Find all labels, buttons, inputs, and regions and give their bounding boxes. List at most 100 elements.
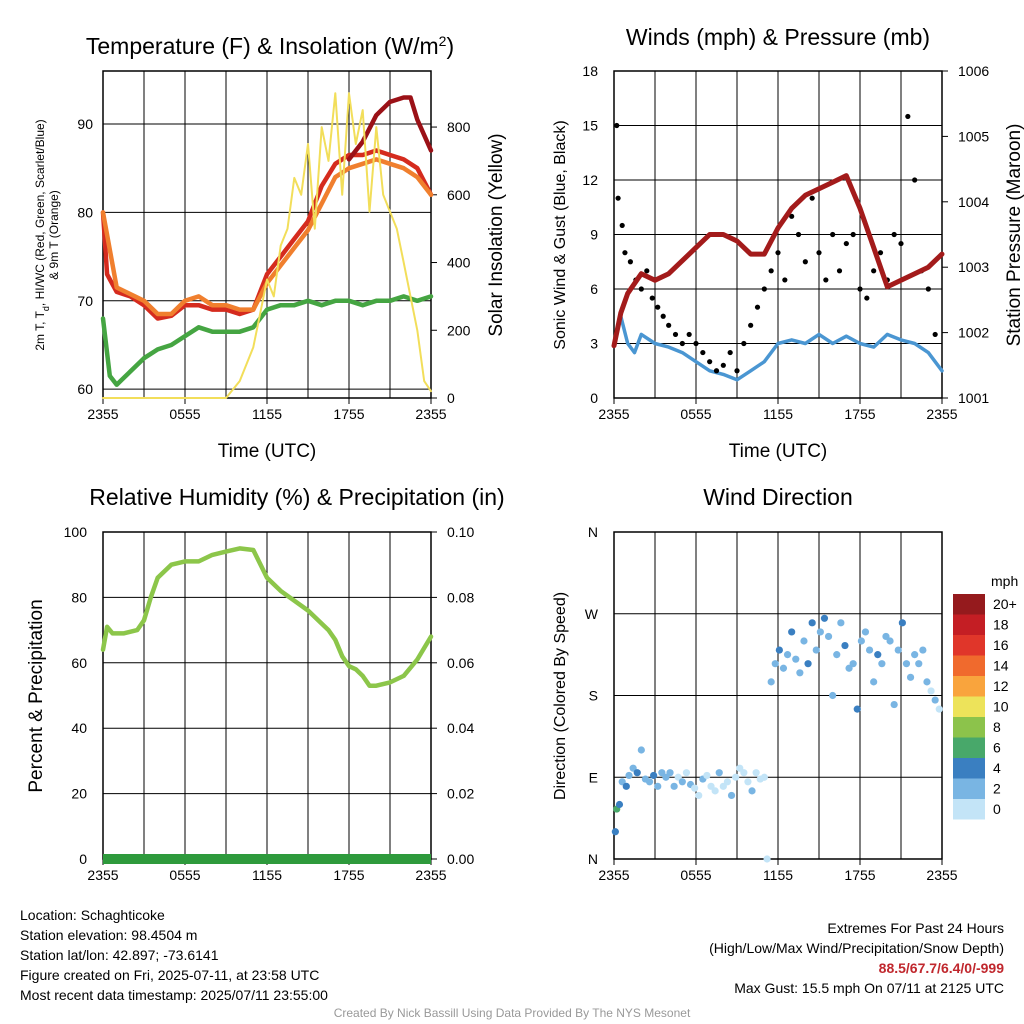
direction-point — [923, 678, 931, 686]
gust-point — [713, 368, 720, 374]
y-tick-label: 100 — [64, 524, 88, 540]
y2-tick-label: 0.00 — [447, 851, 474, 867]
y-tick-label: 18 — [582, 63, 598, 79]
chart-title: Wind Direction — [703, 484, 853, 510]
y-tick-label: 9 — [590, 227, 598, 243]
colorbar-label: 20+ — [993, 596, 1017, 612]
x-axis-label: Time (UTC) — [218, 441, 317, 462]
gust-point — [802, 259, 808, 265]
direction-point — [808, 619, 816, 627]
direction-point — [767, 678, 775, 686]
y2-tick-label: 800 — [447, 119, 471, 135]
y-tick-label: 15 — [582, 118, 598, 134]
gust-point — [649, 295, 655, 301]
direction-point — [853, 705, 861, 713]
colorbar-swatch — [953, 614, 985, 635]
direction-point — [611, 828, 619, 836]
direction-point — [650, 771, 658, 780]
colorbar-label: 10 — [993, 699, 1009, 715]
series-temp9m — [100, 157, 434, 317]
gust-point — [768, 268, 774, 274]
y-axis-label: 2m T, Td, HI/WC (Red, Green, Scarlet/Blu… — [33, 119, 51, 350]
direction-point — [723, 778, 732, 786]
x-tick-label: 2355 — [87, 406, 118, 422]
gust-point — [850, 231, 856, 238]
y2-tick-label: 0 — [447, 390, 455, 406]
direction-point — [800, 637, 808, 645]
colorbar-label: 14 — [993, 658, 1009, 674]
direction-point — [931, 696, 939, 704]
gust-point — [741, 340, 747, 347]
direction-point — [812, 646, 820, 654]
x-axis-label: Time (UTC) — [729, 441, 828, 462]
latlon-text: Station lat/lon: 42.897; -73.6141 — [20, 947, 219, 963]
gust-point — [655, 304, 661, 310]
series-pressure — [611, 173, 945, 349]
direction-point — [792, 655, 800, 663]
extremes-title: Extremes For Past 24 Hours — [827, 920, 1004, 936]
direction-point — [906, 673, 915, 681]
gust-point — [627, 259, 634, 265]
y-tick-label: 6 — [590, 281, 598, 297]
direction-point — [779, 664, 788, 672]
gust-point — [638, 286, 644, 292]
direction-point — [935, 705, 943, 713]
direction-point — [703, 771, 711, 780]
direction-point — [622, 782, 630, 790]
panel-temperature: 2355 0555 1155 1755 2355 60 70 80 90 0 200 400 600 80… — [33, 33, 507, 462]
colorbar-swatch — [953, 717, 985, 738]
y2-tick-label: 1006 — [958, 63, 989, 79]
x-tick-label: 1155 — [763, 406, 793, 422]
direction-point — [654, 782, 662, 790]
gust-point — [898, 240, 904, 247]
gust-point — [734, 368, 740, 374]
direction-point — [865, 646, 874, 654]
station-info: Location: Schaghticoke Station elevation… — [20, 905, 328, 1005]
direction-point — [878, 660, 886, 668]
direction-point — [870, 678, 878, 686]
direction-point — [715, 769, 723, 777]
colorbar-label: 4 — [993, 760, 1001, 776]
direction-point — [771, 660, 779, 668]
gust-point — [615, 195, 621, 201]
gust-point — [912, 177, 918, 183]
gust-point — [823, 277, 829, 283]
chart-title: Temperature (F) & Insolation (W/m2) — [86, 33, 454, 59]
gust-point — [809, 195, 815, 201]
direction-point — [837, 619, 845, 627]
gust-point — [727, 349, 733, 356]
y2-tick-label: 1003 — [958, 259, 989, 275]
direction-point — [691, 784, 699, 792]
y-tick-label: 90 — [77, 116, 93, 132]
direction-point — [833, 651, 841, 659]
y2-tick-label: 0.02 — [447, 786, 474, 802]
gust-point — [754, 304, 761, 310]
direction-point — [849, 660, 857, 668]
direction-point — [615, 800, 624, 809]
direction-point — [752, 769, 760, 777]
gust-point — [748, 322, 754, 328]
direction-point — [804, 660, 812, 668]
colorbar-swatch — [953, 758, 985, 779]
chart-title: Winds (mph) & Pressure (mb) — [626, 24, 930, 50]
direction-point — [682, 769, 691, 777]
x-tick-label: 0555 — [169, 406, 200, 422]
y2-tick-label: 200 — [447, 322, 471, 338]
direction-point — [732, 773, 740, 781]
colorbar-swatch — [953, 655, 985, 676]
direction-point — [824, 632, 833, 641]
gust-point — [666, 322, 672, 328]
y-tick-label: W — [585, 606, 599, 622]
gust-point — [905, 113, 911, 120]
colorbar-label: 0 — [993, 801, 1001, 817]
y2-tick-label: 0.10 — [447, 524, 474, 540]
direction-point — [898, 619, 906, 627]
x-tick-label: 1755 — [844, 867, 875, 883]
direction-point — [788, 628, 796, 636]
series-wind — [612, 314, 944, 382]
gust-point — [782, 277, 788, 283]
direction-point — [760, 773, 768, 781]
colorbar-swatch — [953, 778, 985, 799]
y2-tick-label: 1004 — [958, 194, 989, 210]
